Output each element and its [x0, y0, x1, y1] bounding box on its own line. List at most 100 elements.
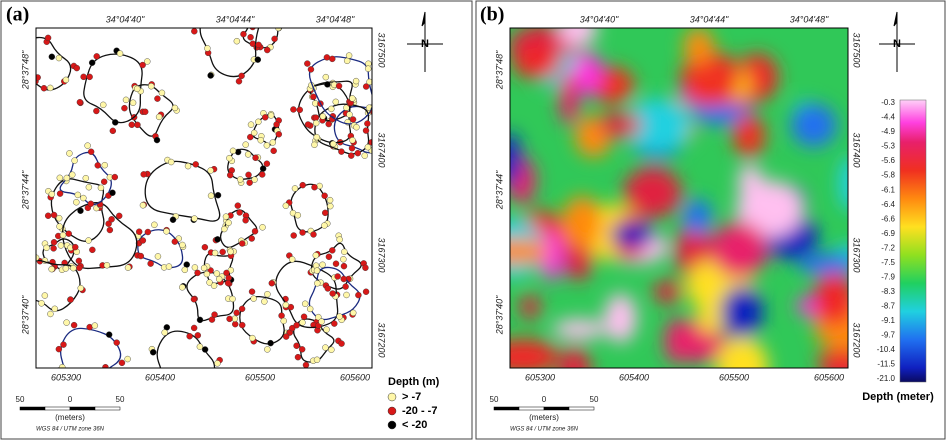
scale-bar: [569, 407, 594, 410]
scale-bar: [45, 407, 70, 410]
sounding-point: [114, 340, 120, 346]
sounding-point: [74, 65, 80, 71]
easting-label: 605300: [51, 372, 81, 382]
latitude-label: 28°37'40": [20, 295, 30, 335]
figure: (a)34°04'40"34°04'44"34°04'48"6053006054…: [0, 0, 946, 440]
sounding-point: [194, 391, 200, 397]
sounding-point: [57, 223, 63, 229]
latitude-label: 28°37'44": [494, 170, 504, 210]
colorbar-label: -7.2: [881, 243, 895, 252]
sounding-point: [325, 285, 331, 291]
sounding-point: [191, 28, 197, 34]
sounding-point: [297, 107, 303, 113]
sounding-point: [86, 184, 92, 190]
sounding-point: [230, 296, 236, 302]
sounding-point: [234, 310, 240, 316]
longitude-label: 34°04'44": [690, 14, 729, 24]
sounding-point: [60, 232, 66, 238]
easting-label: 605400: [619, 372, 649, 382]
sounding-point: [228, 249, 234, 255]
sounding-point: [95, 379, 101, 385]
sounding-point: [66, 150, 72, 156]
sounding-point: [192, 264, 198, 270]
sounding-point: [245, 151, 251, 157]
sounding-point: [112, 119, 118, 125]
sounding-point: [99, 372, 105, 378]
sounding-point: [100, 102, 106, 108]
sounding-point: [125, 356, 131, 362]
sounding-point: [88, 386, 94, 392]
sounding-point: [49, 266, 55, 272]
sounding-point: [281, 318, 287, 324]
sounding-point: [320, 262, 326, 268]
sounding-point: [72, 244, 78, 250]
sounding-point: [168, 397, 174, 403]
sounding-point: [102, 364, 108, 370]
scale-bar: [70, 407, 95, 410]
sounding-point: [324, 81, 330, 87]
sounding-point: [339, 341, 345, 347]
sounding-point: [226, 220, 232, 226]
sounding-point: [75, 192, 81, 198]
sounding-point: [327, 197, 333, 203]
depth-blob: [610, 222, 654, 247]
sounding-point: [246, 172, 252, 178]
sounding-point: [264, 142, 270, 148]
sounding-point: [331, 321, 337, 327]
sounding-point: [350, 117, 356, 123]
sounding-point: [349, 145, 355, 151]
sounding-point: [154, 96, 160, 102]
scale-bar: [20, 407, 45, 410]
sounding-point: [119, 360, 125, 366]
depth-blob: [653, 281, 683, 303]
north-label: N: [893, 38, 901, 50]
sounding-point: [240, 31, 246, 37]
sounding-point: [272, 36, 278, 42]
contour-map: [9, 0, 401, 405]
scale-bar: [519, 407, 544, 410]
sounding-point: [134, 122, 140, 128]
sounding-point: [215, 236, 221, 242]
sounding-point: [73, 199, 79, 205]
scale-unit: (meters): [55, 413, 85, 422]
sounding-point: [49, 54, 55, 60]
sounding-point: [295, 354, 301, 360]
sounding-point: [140, 237, 146, 243]
sounding-point: [330, 141, 336, 147]
sounding-point: [295, 212, 301, 218]
scale-label: 50: [490, 395, 499, 404]
sounding-point: [365, 66, 371, 72]
scale-label: 50: [116, 395, 125, 404]
sounding-point: [207, 379, 213, 385]
sounding-point: [104, 262, 110, 268]
sounding-point: [94, 53, 100, 59]
sounding-point: [283, 203, 289, 209]
sounding-point: [328, 106, 334, 112]
sounding-point: [256, 42, 262, 48]
sounding-point: [202, 346, 208, 352]
sounding-point: [92, 323, 98, 329]
colorbar-label: -8.3: [881, 287, 895, 296]
sounding-point: [89, 247, 95, 253]
sounding-point: [299, 320, 305, 326]
sounding-point: [346, 53, 352, 59]
sounding-point: [60, 342, 66, 348]
latitude-label: 28°37'44": [20, 170, 30, 210]
northing-label: 3167200: [852, 322, 862, 357]
sounding-point: [101, 179, 107, 185]
depth-blob: [553, 319, 606, 338]
sounding-point: [362, 265, 368, 271]
sounding-point: [303, 362, 309, 368]
sounding-point: [154, 137, 160, 143]
sounding-point: [329, 247, 335, 253]
sounding-point: [256, 13, 262, 19]
northing-label: 3167400: [852, 132, 862, 167]
sounding-point: [214, 271, 220, 277]
sounding-point: [136, 229, 142, 235]
sounding-point: [314, 134, 320, 140]
sounding-point: [328, 347, 334, 353]
sounding-point: [23, 40, 29, 46]
depth-blob: [798, 253, 858, 275]
sounding-point: [353, 124, 359, 130]
latitude-label: 28°37'48": [494, 50, 504, 90]
